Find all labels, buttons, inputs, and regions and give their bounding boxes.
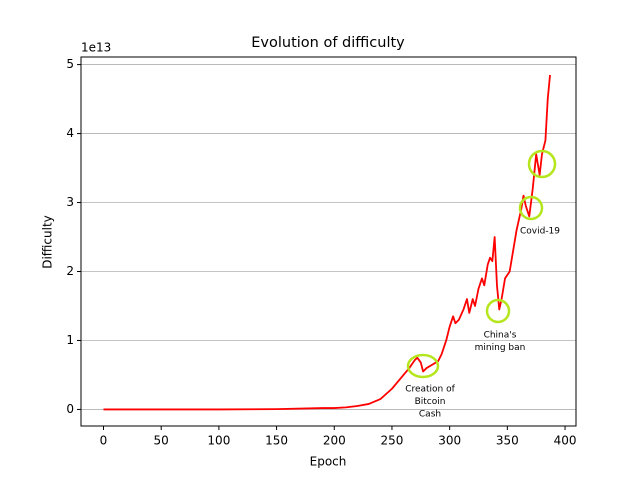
x-axis-label: Epoch [310, 455, 347, 469]
annotation-text: Covid-19 [520, 227, 560, 237]
x-tick-label: 150 [265, 434, 288, 448]
annotation-text: mining ban [475, 343, 526, 353]
y-tick-label: 0 [66, 402, 74, 416]
chart-title: Evolution of difficulty [251, 35, 405, 51]
y-axis-label: Difficulty [41, 215, 55, 269]
plot-frame [80, 56, 577, 427]
highlight-circle [406, 353, 440, 379]
annotation-text: China's [484, 331, 517, 341]
x-tick-label: 200 [323, 434, 346, 448]
x-tick-label: 300 [438, 434, 461, 448]
x-tick-label: 250 [381, 434, 404, 448]
x-tick-label: 350 [496, 434, 519, 448]
x-tick-label: 400 [554, 434, 577, 448]
highlight-circle [485, 298, 511, 324]
x-tick-label: 0 [100, 434, 108, 448]
x-tick-label: 100 [207, 434, 230, 448]
annotation-text: Creation of [405, 385, 455, 395]
y-tick-label: 2 [66, 264, 74, 278]
annotation-text: Bitcoin [415, 397, 446, 407]
highlight-circle [527, 149, 557, 179]
y-tick-label: 3 [66, 195, 74, 209]
y-tick-label: 4 [66, 126, 74, 140]
x-tick-label: 50 [154, 434, 169, 448]
y-tick-label: 5 [66, 57, 74, 71]
y-offset-label: 1e13 [81, 41, 111, 55]
y-tick-label: 1 [66, 333, 74, 347]
highlight-circle [518, 195, 544, 221]
annotation-text: Cash [419, 410, 441, 420]
